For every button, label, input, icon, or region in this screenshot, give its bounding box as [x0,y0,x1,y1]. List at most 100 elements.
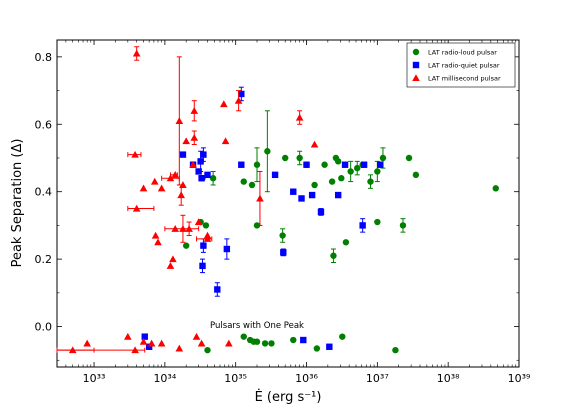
circle-point [240,333,247,340]
series-triangle [56,46,319,354]
circle-point [328,178,336,185]
triangle-point [179,181,187,188]
triangle-point [83,339,91,347]
square-point [200,242,207,249]
square-point [360,161,368,168]
square-point [214,286,221,293]
triangle-point [157,184,166,192]
x-tick-label: 10³⁶ [295,372,318,385]
circle-point [290,336,297,344]
triangle-point [234,96,243,104]
circle-point [261,340,269,347]
circle-point [342,239,350,246]
x-tick-label: 10³³ [83,372,106,385]
square-point [317,208,325,216]
square-point [334,191,342,199]
triangle-point [166,174,175,182]
circle-point [279,232,286,239]
circle-point [379,154,387,162]
triangle-point [171,171,180,178]
circle-point [311,181,318,189]
circle-point [313,345,321,352]
circle-point [339,333,346,340]
legend-box [406,42,516,88]
circle-point [492,185,499,192]
triangle-point [189,160,197,168]
square-point [223,245,231,253]
triangle-point [131,150,139,158]
square-point [238,90,245,98]
y-tick-label: 0.4 [35,186,53,199]
circle-point [202,222,210,229]
y-tick-label: 0.0 [35,321,53,334]
square-point [271,171,279,179]
circle-point [354,164,361,172]
square-point [308,191,316,199]
circle-point [334,158,342,165]
legend: LAT radio-loud pulsar LAT radio-quiet pul… [406,42,516,88]
legend-label: LAT millisecond pulsar [428,75,501,83]
y-axis-title: Peak Separation (Δ) [10,139,25,268]
square-point [204,171,211,179]
triangle-point [177,191,185,199]
legend-marker-square [412,61,420,69]
triangle-point [194,218,203,226]
triangle-point [139,184,148,192]
triangle-point [256,194,264,202]
circle-point [182,242,190,249]
circle-point [330,252,337,259]
series-square [141,86,384,350]
triangle-point [179,224,187,232]
square-point [359,222,366,229]
y-tick-label: 0.8 [35,51,53,64]
legend-label: LAT radio-loud pulsar [428,49,497,57]
square-point [341,161,349,168]
triangle-point [197,339,206,347]
circle-point [253,338,261,345]
y-tick-label: 0.2 [35,253,53,266]
circle-point [240,178,247,185]
circle-point [374,218,381,226]
triangle-point [171,224,180,232]
circle-point [347,168,354,175]
triangle-point [157,339,166,347]
triangle-point [175,344,184,352]
square-point [300,336,307,344]
triangle-point [182,137,190,145]
triangle-point [225,339,233,347]
square-point [199,262,206,270]
triangle-point [150,177,159,185]
triangle-point [132,204,141,212]
circle-point [248,181,256,189]
circle-point [253,161,261,168]
circle-point [399,222,407,229]
circle-point [392,346,399,354]
triangle-point [124,332,132,340]
triangle-point [68,346,77,354]
data-marks [56,46,499,354]
triangle-point [190,133,199,141]
x-axis-title: Ė (erg s⁻¹) [255,389,322,405]
square-point [377,161,384,168]
circle-point [412,171,420,179]
x-tick-label: 10³⁷ [366,372,389,385]
square-point [179,151,187,158]
triangle-point [190,106,199,114]
triangle-point [175,117,184,124]
legend-marker-triangle [412,74,420,82]
square-point [195,168,202,175]
square-point [141,333,148,340]
square-point [303,161,310,168]
circle-point [338,175,345,182]
square-point [200,151,207,158]
circle-point [268,340,275,347]
triangle-point [154,238,162,246]
circle-point [281,154,289,162]
square-point [280,249,287,256]
square-point [298,195,305,202]
square-point [290,188,297,195]
circle-point [253,222,261,229]
legend-marker-circle [412,48,420,56]
triangle-point [185,224,193,232]
